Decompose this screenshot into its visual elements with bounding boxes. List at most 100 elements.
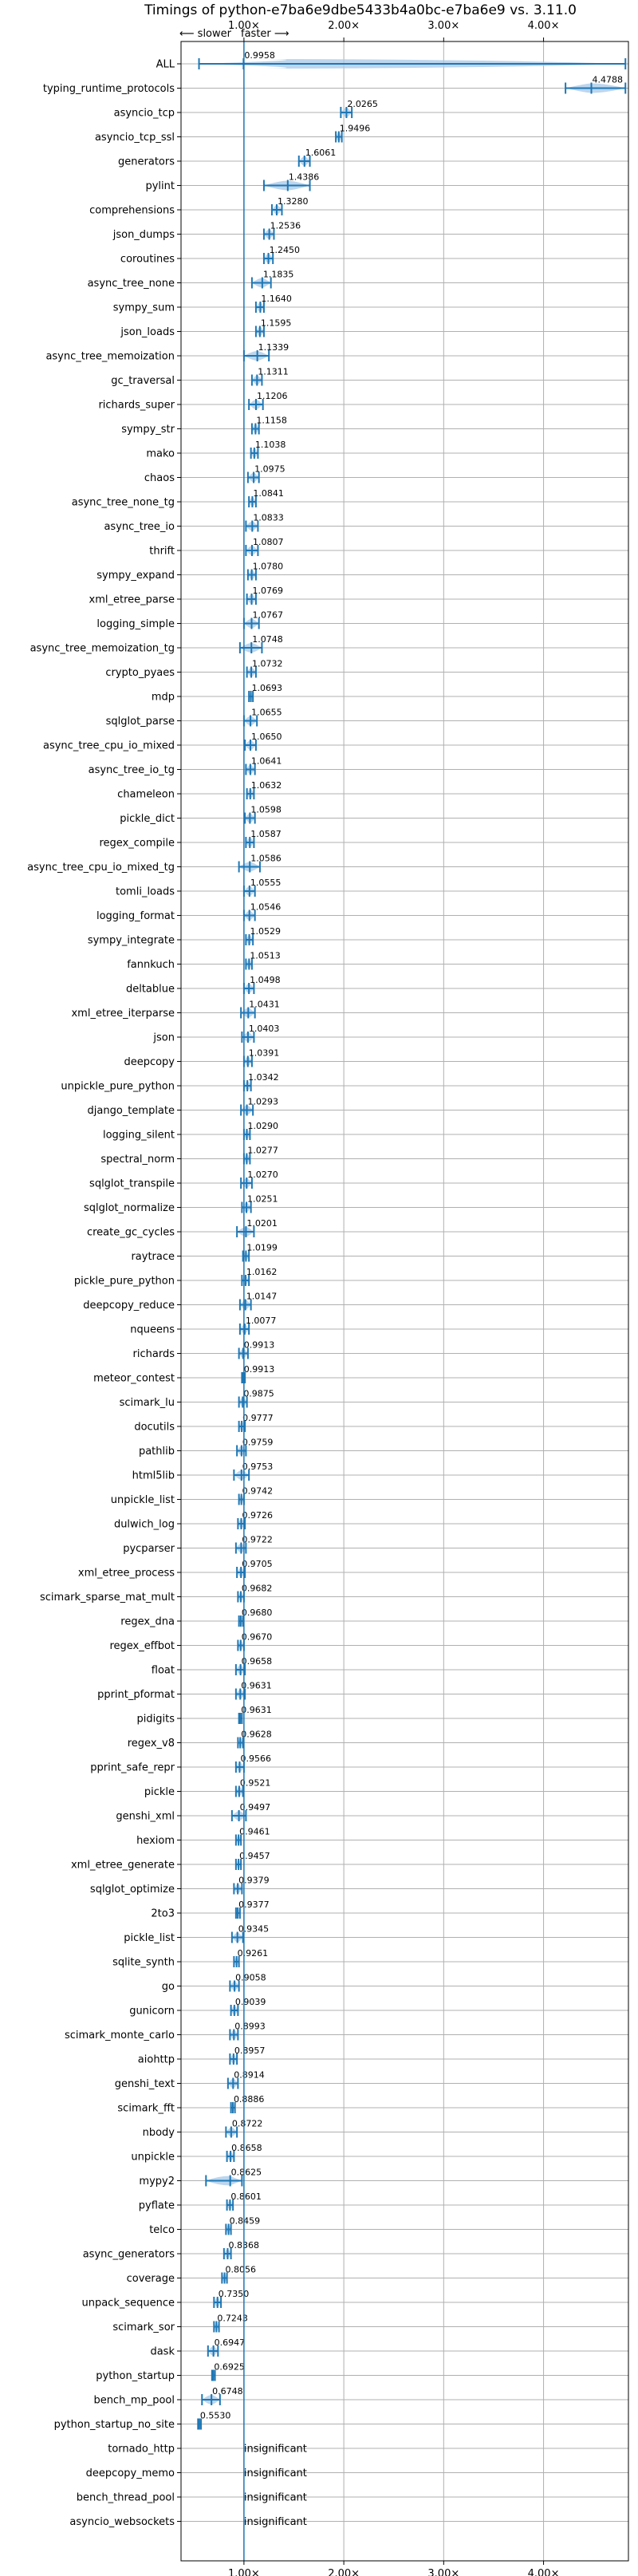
benchmark-name: gc_traversal bbox=[111, 375, 175, 387]
value-label: 1.0290 bbox=[248, 1121, 279, 1131]
value-label: 0.9670 bbox=[242, 1632, 273, 1643]
value-label: 0.9377 bbox=[238, 1899, 270, 1910]
faster-label: faster ⟶ bbox=[241, 28, 289, 40]
benchmark-name: logging_format bbox=[96, 910, 175, 922]
value-label: 1.0546 bbox=[250, 902, 282, 913]
benchmark-name: sympy_expand bbox=[96, 570, 175, 582]
value-label: 0.6925 bbox=[214, 2362, 245, 2373]
value-label: 1.0513 bbox=[250, 951, 281, 961]
benchmark-name: django_template bbox=[88, 1105, 175, 1117]
benchmark-name: coverage bbox=[127, 2273, 175, 2285]
benchmark-name: xml_etree_generate bbox=[71, 1860, 175, 1872]
benchmark-name: unpickle_pure_python bbox=[61, 1081, 175, 1093]
value-label: 1.0555 bbox=[250, 878, 282, 888]
benchmark-name: async_tree_io_tg bbox=[89, 764, 175, 776]
benchmark-name: typing_runtime_protocols bbox=[43, 83, 175, 95]
benchmark-name: deepcopy_reduce bbox=[83, 1300, 175, 1312]
value-label: 1.1595 bbox=[261, 318, 292, 329]
value-label: 1.1339 bbox=[258, 342, 289, 353]
benchmark-name: docutils bbox=[134, 1422, 175, 1434]
value-label: 0.8658 bbox=[231, 2143, 262, 2153]
value-label: 1.1206 bbox=[257, 391, 288, 401]
value-label: 0.9058 bbox=[235, 1973, 266, 1983]
benchmark-name: pickle_list bbox=[124, 1932, 175, 1944]
value-label: 1.0655 bbox=[251, 708, 282, 718]
benchmark-name: async_tree_cpu_io_mixed bbox=[43, 740, 175, 752]
value-label: 1.6061 bbox=[305, 148, 337, 158]
value-label: 0.9457 bbox=[239, 1851, 270, 1861]
benchmark-name: genshi_xml bbox=[116, 1811, 175, 1823]
value-label: 0.8056 bbox=[226, 2265, 257, 2275]
chart-title: Timings of python-e7ba6e9dbe5433b4a0bc-e… bbox=[144, 2, 577, 18]
benchmark-name: pyflate bbox=[139, 2200, 175, 2212]
x-tick-label-bottom: 1.00× bbox=[228, 2568, 260, 2576]
benchmark-name: regex_dna bbox=[120, 1616, 175, 1628]
benchmark-name: dask bbox=[150, 2346, 175, 2358]
benchmark-name: mako bbox=[146, 448, 175, 460]
benchmark-name: sympy_str bbox=[121, 424, 175, 436]
benchmark-name: asyncio_tcp_ssl bbox=[95, 132, 175, 144]
value-label: 0.9379 bbox=[238, 1876, 270, 1886]
benchmark-name: json bbox=[152, 1032, 175, 1044]
benchmark-name: dulwich_log bbox=[114, 1519, 175, 1531]
value-label: 1.0833 bbox=[253, 513, 284, 523]
benchmark-name: logging_simple bbox=[96, 618, 175, 630]
benchmark-name: 2to3 bbox=[151, 1908, 175, 1920]
benchmark-name: spectral_norm bbox=[100, 1154, 175, 1166]
benchmark-name: chaos bbox=[144, 472, 175, 484]
value-label: 1.0403 bbox=[249, 1024, 280, 1034]
value-label: 0.9682 bbox=[242, 1584, 273, 1594]
benchmark-name: telco bbox=[149, 2224, 175, 2236]
value-label: 1.0162 bbox=[246, 1267, 278, 1277]
value-label: 1.0277 bbox=[247, 1146, 278, 1156]
value-label: 0.7243 bbox=[217, 2314, 248, 2324]
value-label: 1.0077 bbox=[246, 1316, 277, 1326]
value-label: 1.2450 bbox=[270, 245, 301, 255]
value-label: 1.0586 bbox=[250, 854, 282, 864]
benchmark-name: async_tree_memoization_tg bbox=[30, 643, 175, 655]
benchmark-name: tornado_http bbox=[108, 2444, 175, 2456]
benchmark-name: xml_etree_parse bbox=[89, 594, 175, 606]
value-label: 1.0498 bbox=[250, 975, 281, 985]
benchmark-name: scimark_lu bbox=[120, 1397, 175, 1409]
benchmark-name: html5lib bbox=[132, 1470, 175, 1482]
value-label: 0.9628 bbox=[241, 1730, 272, 1740]
benchmark-name: async_generators bbox=[83, 2249, 175, 2261]
benchmark-name: nqueens bbox=[130, 1324, 175, 1336]
benchmark-name: regex_effbot bbox=[109, 1640, 175, 1652]
value-label: 0.9913 bbox=[244, 1364, 275, 1375]
benchmark-name: fannkuch bbox=[127, 959, 175, 971]
value-label: 1.0293 bbox=[248, 1097, 279, 1107]
benchmark-name: sympy_sum bbox=[113, 302, 175, 314]
x-tick-label-bottom: 2.00× bbox=[328, 2568, 360, 2576]
benchmark-name: pidigits bbox=[137, 1714, 175, 1726]
benchmark-name: pathlib bbox=[139, 1446, 175, 1458]
value-label: 1.0598 bbox=[250, 805, 282, 815]
value-label: 0.9726 bbox=[242, 1510, 273, 1521]
insignificant-label: insignificant bbox=[244, 2492, 307, 2504]
slower-label: ⟵ slower bbox=[179, 28, 232, 40]
benchmark-name: async_tree_none bbox=[88, 278, 175, 290]
benchmark-name: xml_etree_process bbox=[78, 1568, 175, 1580]
benchmark-name: richards bbox=[133, 1348, 175, 1360]
value-label: 1.3280 bbox=[278, 196, 309, 207]
value-label: 0.9777 bbox=[242, 1413, 274, 1423]
value-label: 1.0201 bbox=[246, 1218, 278, 1229]
value-label: 0.8914 bbox=[234, 2070, 265, 2081]
benchmark-name: sqlglot_optimize bbox=[90, 1884, 175, 1896]
value-label: 0.9753 bbox=[242, 1462, 274, 1472]
benchmark-name: pprint_safe_repr bbox=[90, 1762, 175, 1774]
insignificant-label: insignificant bbox=[244, 2444, 307, 2456]
value-label: 1.0975 bbox=[254, 464, 286, 475]
value-label: 1.0650 bbox=[251, 732, 282, 742]
value-label: 0.9658 bbox=[242, 1656, 273, 1667]
benchmark-name: raytrace bbox=[131, 1251, 175, 1263]
benchmark-name: pickle_dict bbox=[120, 813, 175, 825]
value-label: 1.1311 bbox=[258, 367, 289, 377]
benchmark-name: asyncio_tcp bbox=[114, 108, 175, 120]
value-label: 1.1835 bbox=[263, 270, 294, 280]
value-label: 1.0641 bbox=[251, 756, 282, 767]
value-label: 0.9261 bbox=[238, 1948, 269, 1959]
benchmark-name: aiohttp bbox=[138, 2054, 175, 2066]
value-label: 1.0693 bbox=[252, 683, 283, 693]
